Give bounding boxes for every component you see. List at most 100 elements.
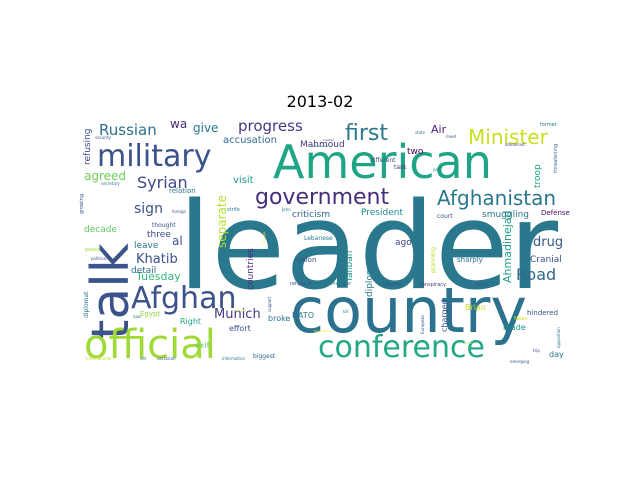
chart-title: 2013-02 <box>286 92 354 111</box>
word-give: give <box>193 121 218 135</box>
word-conference: conference <box>318 330 485 365</box>
word-troop: troop <box>533 164 543 188</box>
word-russian: Russian <box>99 121 157 139</box>
word-mean: Mean <box>514 316 528 322</box>
word-struggle: struggle <box>262 231 266 244</box>
word-air: Air <box>431 123 447 136</box>
word-sharply: sharply <box>457 256 483 264</box>
word-minister: Minister <box>468 125 549 149</box>
word-secretary: secretary <box>101 181 120 186</box>
word-protest: protest <box>463 341 474 345</box>
word-conspiracy: conspiracy <box>419 282 446 288</box>
word-sign: sign <box>134 201 163 217</box>
word-munich: Munich <box>214 307 261 322</box>
word-broke: broke <box>268 314 290 323</box>
word-european: European <box>420 314 425 334</box>
word-two: two <box>407 147 424 157</box>
word-drug: drug <box>533 235 563 250</box>
word-vision: vision <box>296 256 316 264</box>
word-emerging: emerging <box>510 359 530 364</box>
word-road: Road <box>516 265 556 284</box>
word-khatib: Khatib <box>136 252 178 267</box>
word-support: support <box>267 296 272 312</box>
word-brian: Brian <box>465 303 486 312</box>
word-poll: poll <box>433 167 440 172</box>
word-relation: relation <box>169 187 196 195</box>
word-john: John <box>281 207 291 212</box>
word-set: set <box>140 356 147 361</box>
word-former: former <box>540 122 558 128</box>
word-political: political <box>91 256 107 261</box>
word-planning: planning <box>430 247 437 273</box>
word-meet: meet <box>446 134 457 139</box>
word-advanced: advanced <box>505 142 525 147</box>
word-religious: religious <box>290 281 312 287</box>
word-decade: decade <box>84 225 117 235</box>
word-visit: visit <box>233 175 254 186</box>
word-mahmoud: Mahmoud <box>300 140 345 150</box>
word-first: first <box>345 121 388 146</box>
word-syrian: Syrian <box>137 173 188 192</box>
word-strife: strife <box>227 207 240 213</box>
word-right: Right <box>180 317 201 326</box>
word-peace: peace <box>85 247 100 253</box>
word-wa: wa <box>170 117 187 131</box>
word-biggest: biggest <box>253 353 276 360</box>
word-afghan: Afghan <box>131 281 236 316</box>
word-threatening: threatening <box>553 144 559 173</box>
word-criticism: criticism <box>292 210 330 220</box>
word-trip: trip <box>533 348 540 353</box>
word-different: different <box>370 157 396 164</box>
word-progress: progress <box>238 117 303 135</box>
word-alternative: alternative <box>312 144 328 148</box>
word-charged: charged <box>440 299 449 332</box>
word-ago: ago <box>395 238 412 248</box>
word-kill: kill <box>343 309 349 314</box>
word-american: American <box>273 135 492 189</box>
word-talk: talk <box>81 243 141 340</box>
word-growing: growing <box>79 194 85 214</box>
word-official: official <box>84 322 216 368</box>
word-detail: detail <box>131 266 156 276</box>
word-made: made <box>503 323 526 332</box>
word-al: al <box>172 234 183 248</box>
word-market: market <box>323 138 334 142</box>
word-nato: NATO <box>292 311 314 320</box>
word-state: state <box>415 130 426 135</box>
word-hindered: hindered <box>527 309 558 317</box>
word-effort: effort <box>229 324 251 333</box>
word-diplomat: diplomat <box>83 291 90 318</box>
word-tension: tension <box>235 309 246 313</box>
word-refusing: refusing <box>83 128 93 165</box>
word-tuesday: Tuesday <box>135 270 181 283</box>
word-opposition: opposition <box>556 327 561 348</box>
word-afghanistan: Afghanistan <box>437 186 556 210</box>
word-thought: thought <box>152 222 176 229</box>
word-egypt: Egypt <box>140 310 160 318</box>
word-accusation: accusation <box>223 135 277 146</box>
word-information: information <box>222 356 246 361</box>
word-taliban: Taliban <box>345 251 355 283</box>
word-cranial: Cranial <box>530 255 562 265</box>
word-task: task <box>394 164 407 171</box>
word-lebanese: Lebanese <box>304 235 333 242</box>
word-countries: countries <box>246 248 256 290</box>
word-kerry: Kerry <box>475 282 488 288</box>
word-court: court <box>437 213 453 220</box>
word-ahmadinejad: Ahmadinejad <box>501 210 514 283</box>
word-separate: separate <box>215 195 229 248</box>
word-defense: Defense <box>541 209 570 217</box>
word-foreign: foreign <box>172 209 187 214</box>
word-boycott: boycott <box>383 282 402 288</box>
word-agreed: agreed <box>84 169 126 183</box>
word-leader: leader <box>178 178 559 317</box>
word-exit: exit <box>195 341 210 350</box>
word-president: President <box>361 208 403 218</box>
word-saw: saw <box>133 314 142 319</box>
word-day: day <box>549 350 564 359</box>
word-military: military <box>97 139 211 174</box>
word-smuggling: smuggling <box>482 210 529 220</box>
word-investor: investor <box>331 281 352 287</box>
